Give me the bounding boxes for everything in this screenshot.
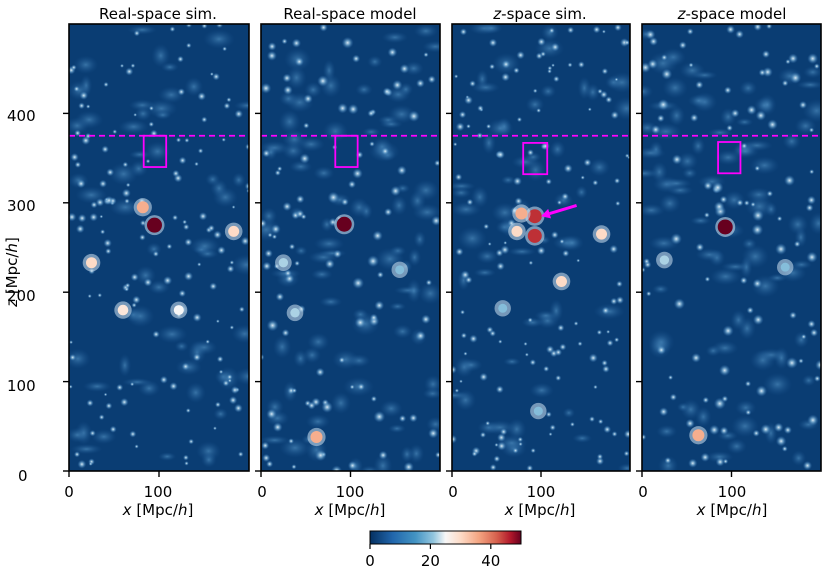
highlight-box	[334, 134, 359, 168]
density-texture	[642, 24, 821, 471]
x-axis-label: x [Mpc/h]	[696, 501, 768, 519]
panel-title: Real-space model	[283, 5, 416, 23]
arrow-head	[541, 208, 552, 219]
x-tick-label: 100	[718, 483, 747, 501]
panel-title: Real-space sim.	[99, 5, 217, 23]
density-hotspot	[228, 225, 240, 237]
panel-real-space-model: Real-space model 0 100 x [Mpc/h]	[255, 5, 441, 519]
density-hotspot	[147, 217, 162, 233]
density-hotspot	[596, 228, 608, 240]
density-hotspot	[555, 275, 567, 287]
x-axis-label: x [Mpc/h]	[504, 501, 576, 519]
heatmap-area	[446, 23, 631, 477]
annotation-arrow	[549, 204, 578, 216]
density-hotspot	[692, 429, 705, 442]
density-hotspot	[336, 216, 352, 232]
highlight-box	[522, 142, 549, 176]
x-axis-label: x [Mpc/h]	[314, 501, 386, 519]
y-tick-label: 200	[7, 287, 36, 305]
x-tick-label: 0	[257, 483, 267, 501]
density-hotspot	[117, 304, 129, 316]
density-texture	[69, 24, 249, 469]
density-hotspot	[527, 209, 542, 224]
panel-z-space-model: z-space model 0 100 x [Mpc/h]	[636, 5, 822, 519]
colorbar-tick-label: 0	[365, 552, 375, 570]
panel-z-space-sim: z-space sim. 0 100 x [Mpc/h]	[446, 5, 631, 519]
x-tick-label: 0	[64, 483, 74, 501]
y-axis-label: z [Mpc/h]	[3, 237, 21, 308]
density-hotspot	[659, 255, 670, 265]
x-tick-label: 100	[144, 483, 173, 501]
density-hotspot	[136, 201, 149, 214]
heatmap-area	[63, 23, 250, 477]
colorbar-tick-label: 20	[421, 552, 440, 570]
colorbar-ticks: 0 20 40	[365, 544, 500, 570]
panel-title: z-space sim.	[492, 5, 586, 23]
x-tick-label: 100	[527, 483, 556, 501]
panel-title: z-space model	[677, 5, 787, 23]
density-hotspot	[290, 308, 300, 318]
density-hotspot	[780, 262, 790, 272]
density-hotspot	[527, 228, 542, 243]
colorbar: 0 20 40	[365, 530, 522, 570]
y-tick-label: 100	[7, 377, 36, 395]
density-hotspot	[395, 265, 405, 275]
y-tick-label: 400	[7, 107, 36, 125]
highlight-box	[142, 134, 168, 168]
highlight-box	[717, 141, 742, 175]
y-tick-label: 0	[18, 467, 28, 485]
x-tick-label: 0	[638, 483, 648, 501]
density-hotspot	[498, 303, 508, 313]
panel-real-space-sim: Real-space sim. 0 100 200 300 400 z [Mpc…	[3, 5, 250, 519]
colorbar-tick-label: 40	[481, 552, 500, 570]
x-tick-label: 100	[336, 483, 365, 501]
density-hotspot	[511, 225, 523, 237]
density-hotspot	[310, 431, 323, 444]
density-hotspot	[86, 257, 97, 269]
density-hotspot	[173, 305, 184, 316]
x-axis-label: x [Mpc/h]	[122, 501, 194, 519]
x-tick-label: 0	[448, 483, 458, 501]
heatmap-area	[636, 23, 822, 477]
colorbar-gradient	[369, 530, 522, 545]
y-tick-label: 300	[7, 197, 36, 215]
heatmap-area	[255, 23, 441, 477]
density-hotspot	[278, 257, 289, 268]
density-hotspot	[515, 207, 528, 220]
density-hotspot	[717, 219, 733, 235]
density-hotspot	[533, 406, 543, 416]
